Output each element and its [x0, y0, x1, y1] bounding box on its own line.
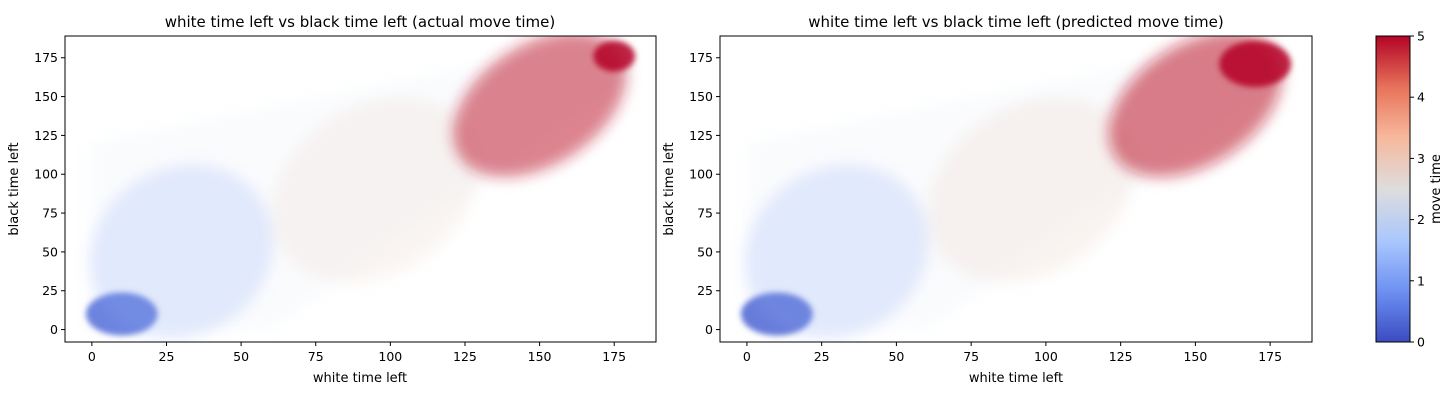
x-tick-label: 150 [528, 349, 552, 364]
colorbar-tick-label: 4 [1417, 90, 1425, 105]
x-tick-label: 0 [743, 349, 751, 364]
x-tick-label: 75 [308, 349, 324, 364]
y-tick-label: 175 [689, 50, 713, 65]
x-axis-ticks: 0 25 50 75 100 125 150 175 [743, 342, 1282, 364]
y-axis-label: black time left [662, 142, 677, 235]
colorbar-tick-label: 3 [1417, 151, 1425, 166]
y-tick-label: 0 [705, 322, 713, 337]
y-tick-label: 125 [34, 128, 58, 143]
density-region [1219, 40, 1292, 88]
colorbar-tick-label: 0 [1417, 335, 1425, 350]
x-tick-label: 175 [1258, 349, 1282, 364]
y-tick-label: 150 [34, 89, 58, 104]
y-tick-label: 75 [42, 206, 58, 221]
y-axis-label: black time left [7, 142, 22, 235]
y-tick-label: 125 [689, 128, 713, 143]
x-tick-label: 100 [378, 349, 402, 364]
x-axis-ticks: 0 25 50 75 100 125 150 175 [88, 342, 626, 364]
scatter-cloud [85, 36, 636, 340]
scatter-cloud [740, 36, 1292, 340]
x-axis-label: white time left [313, 371, 407, 386]
y-tick-label: 100 [34, 167, 58, 182]
x-tick-label: 125 [1109, 349, 1133, 364]
chart-title: white time left vs black time left (pred… [808, 13, 1223, 31]
x-tick-label: 0 [88, 349, 96, 364]
chart-actual-move-time: white time left vs black time left (actu… [7, 13, 657, 386]
y-tick-label: 150 [689, 89, 713, 104]
colorbar-tick-label: 2 [1417, 212, 1425, 227]
density-region [452, 36, 627, 177]
y-tick-label: 50 [697, 244, 713, 259]
x-tick-label: 25 [814, 349, 830, 364]
colorbar-tick-label: 1 [1417, 273, 1425, 288]
y-tick-label: 25 [42, 283, 58, 298]
chart-title: white time left vs black time left (actu… [165, 13, 556, 31]
y-tick-label: 175 [34, 50, 58, 65]
colorbar-tick-label: 5 [1417, 29, 1425, 44]
y-tick-label: 50 [42, 244, 58, 259]
y-axis-ticks: 0 25 50 75 100 125 150 175 [689, 50, 720, 337]
x-axis-label: white time left [969, 371, 1063, 386]
colorbar: 0 1 2 3 4 5 move time [1375, 29, 1444, 350]
plot-frame [719, 35, 1313, 343]
x-tick-label: 150 [1183, 349, 1207, 364]
x-tick-label: 175 [602, 349, 626, 364]
x-tick-label: 50 [888, 349, 904, 364]
chart-predicted-move-time: white time left vs black time left (pred… [662, 13, 1313, 386]
y-axis-ticks: 0 25 50 75 100 125 150 175 [34, 50, 65, 337]
plot-frame [64, 35, 657, 343]
density-region [593, 40, 636, 72]
y-tick-label: 25 [697, 283, 713, 298]
x-tick-label: 100 [1034, 349, 1058, 364]
y-tick-label: 75 [697, 206, 713, 221]
y-tick-label: 100 [689, 167, 713, 182]
x-tick-label: 25 [159, 349, 175, 364]
colorbar-gradient [1375, 35, 1411, 343]
x-tick-label: 75 [963, 349, 979, 364]
density-region [744, 164, 929, 340]
x-tick-label: 50 [233, 349, 249, 364]
y-tick-label: 0 [50, 322, 58, 337]
x-tick-label: 125 [453, 349, 477, 364]
density-region [927, 97, 1135, 283]
density-region [89, 164, 274, 340]
density-region [272, 97, 479, 283]
colorbar-label: move time [1429, 154, 1444, 224]
colorbar-ticks: 0 1 2 3 4 5 [1410, 29, 1425, 350]
